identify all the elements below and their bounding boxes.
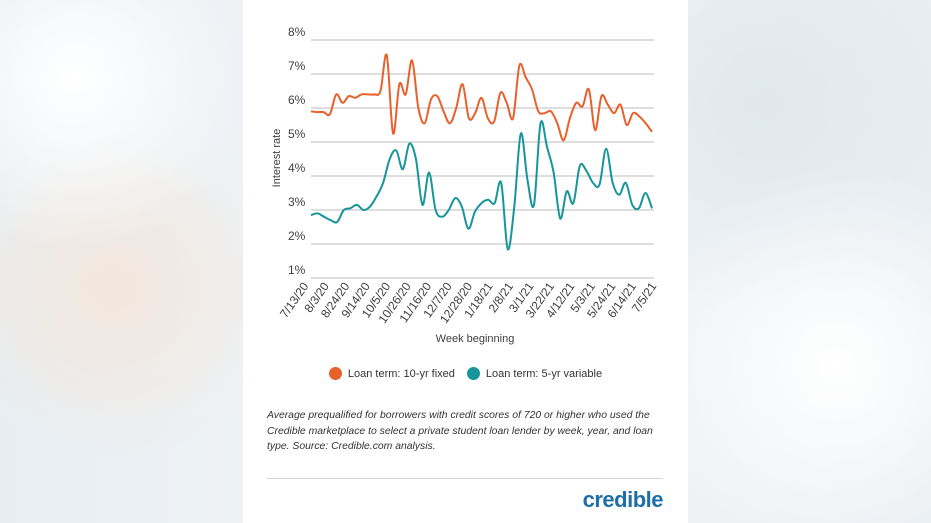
x-axis-title: Week beginning: [436, 333, 515, 345]
series-line-10yr-fixed: [310, 53, 653, 142]
y-axis-title: Interest rate: [271, 129, 283, 188]
y-tick-label: 5%: [288, 127, 306, 141]
divider: [267, 478, 663, 479]
y-tick-label: 1%: [288, 263, 306, 277]
y-tick-labels: 1% 2% 3% 4% 5% 6% 7% 8%: [288, 25, 306, 277]
y-tick-label: 3%: [288, 195, 306, 209]
chart-card: 1% 2% 3% 4% 5% 6% 7% 8% 7/13/20 8/3/20 8/24/20 9/1…: [243, 0, 688, 523]
legend-label-10yr: Loan term: 10-yr fixed: [347, 367, 455, 380]
gridlines: [311, 39, 654, 279]
legend-label-5yr: Loan term: 5-yr variable: [485, 367, 603, 380]
y-tick-label: 8%: [288, 25, 306, 39]
y-tick-label: 2%: [288, 229, 306, 243]
y-tick-label: 4%: [288, 161, 306, 175]
legend-swatch-10yr: [328, 367, 342, 380]
series-lines: [310, 53, 653, 251]
legend-item-10yr: Loan term: 10-yr fixed: [328, 367, 455, 380]
credible-logo: credible: [582, 487, 664, 512]
legend-swatch-5yr: [466, 367, 480, 380]
x-tick-labels: 7/13/208/3/208/24/209/14/2010/5/2010/26/…: [277, 279, 660, 326]
legend: Loan term: 10-yr fixed Loan term: 5-yr v…: [243, 367, 688, 380]
y-tick-label: 7%: [288, 59, 306, 73]
legend-item-5yr: Loan term: 5-yr variable: [466, 367, 603, 380]
chart-caption: Average prequalified for borrowers with …: [267, 410, 653, 452]
line-chart: 1% 2% 3% 4% 5% 6% 7% 8% 7/13/208/3/208/24/209/1…: [271, 25, 660, 345]
series-line-5yr-variable: [310, 120, 653, 251]
y-tick-label: 6%: [288, 93, 306, 107]
